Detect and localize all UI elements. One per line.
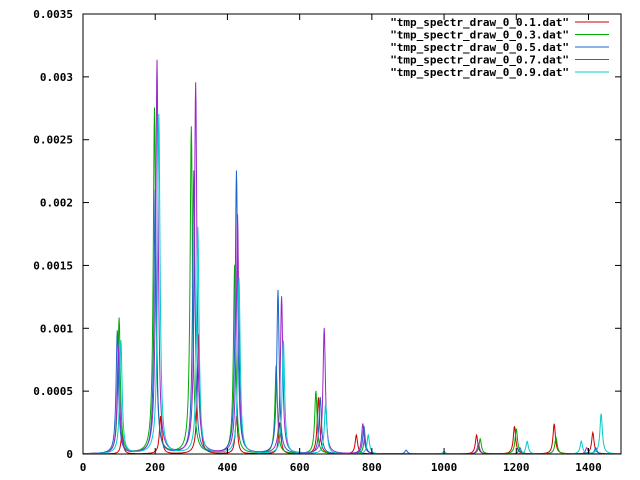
legend-entry-label: "tmp_spectr_draw_0_0.1.dat" xyxy=(390,16,569,29)
x-tick-label: 200 xyxy=(145,461,165,474)
x-tick-label: 1400 xyxy=(575,461,602,474)
x-tick-label: 1000 xyxy=(431,461,458,474)
x-tick-label: 0 xyxy=(80,461,87,474)
y-tick-label: 0.003 xyxy=(40,71,73,84)
y-tick-label: 0.0005 xyxy=(33,385,73,398)
x-tick-label: 800 xyxy=(362,461,382,474)
legend-entry-label: "tmp_spectr_draw_0_0.3.dat" xyxy=(390,29,569,42)
y-tick-label: 0.0025 xyxy=(33,134,73,147)
legend-entry-label: "tmp_spectr_draw_0_0.5.dat" xyxy=(390,41,569,54)
y-tick-label: 0.0015 xyxy=(33,259,73,272)
y-tick-label: 0.0035 xyxy=(33,8,73,21)
axes-layer: 0 0.0005 0.001 0.0015 0.002 0.0025 0.003 0.0035… xyxy=(33,8,622,474)
x-tick-label: 1200 xyxy=(503,461,530,474)
y-tick-label: 0.001 xyxy=(40,322,73,335)
y-tick-label: 0.002 xyxy=(40,197,73,210)
legend-entry-label: "tmp_spectr_draw_0_0.9.dat" xyxy=(390,66,569,79)
plot-frame xyxy=(82,13,622,455)
y-tick-label: 0 xyxy=(66,448,73,461)
legend: "tmp_spectr_draw_0_0.1.dat""tmp_spectr_d… xyxy=(390,16,609,79)
x-tick-label: 400 xyxy=(217,461,237,474)
legend-entry-label: "tmp_spectr_draw_0_0.7.dat" xyxy=(390,54,569,67)
x-tick-label: 600 xyxy=(290,461,310,474)
